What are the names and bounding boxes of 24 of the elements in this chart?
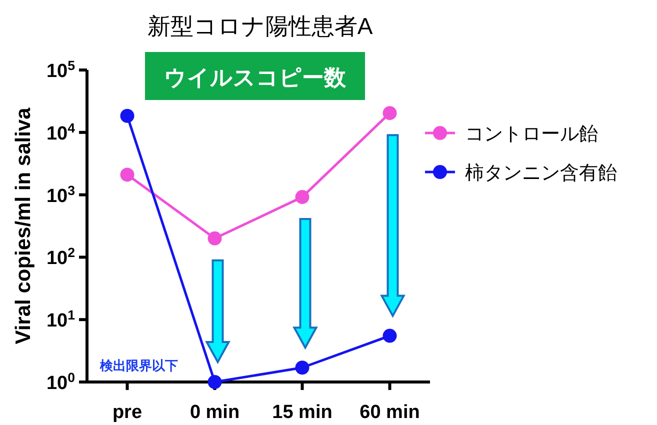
y-tick-label: 10$^{2}$ (46, 244, 75, 270)
legend-label: 柿タンニン含有飴 (465, 163, 617, 184)
point (295, 190, 310, 204)
point (382, 106, 397, 120)
legend-label: コントロール飴 (465, 124, 598, 145)
y-tick-label: 10$^{1}$ (46, 307, 76, 332)
point (382, 328, 397, 343)
chart-subtitle: ウイルスコピー数 (164, 65, 347, 90)
y-tick-label: 10$^{3}$ (46, 182, 75, 207)
x-tick-label: 60 min (360, 402, 420, 423)
y-tick-label: 10$^{5}$ (46, 58, 76, 82)
annotation: 検出限界以下 (99, 358, 178, 373)
x-tick-label: 15 min (272, 402, 332, 423)
x-tick-label: pre (112, 402, 142, 423)
point (120, 168, 134, 182)
point (295, 360, 310, 375)
y-tick-label: 10$^{4}$ (46, 120, 76, 144)
y-axis-title: Viral copies/ml in saliva (12, 107, 35, 344)
chart-title: 新型コロナ陽性患者A (147, 13, 374, 39)
point (208, 375, 222, 389)
point (208, 231, 222, 246)
y-tick-label: 10$^{0}$ (46, 370, 75, 394)
point (120, 108, 134, 123)
x-tick-label: 0 min (190, 402, 240, 423)
